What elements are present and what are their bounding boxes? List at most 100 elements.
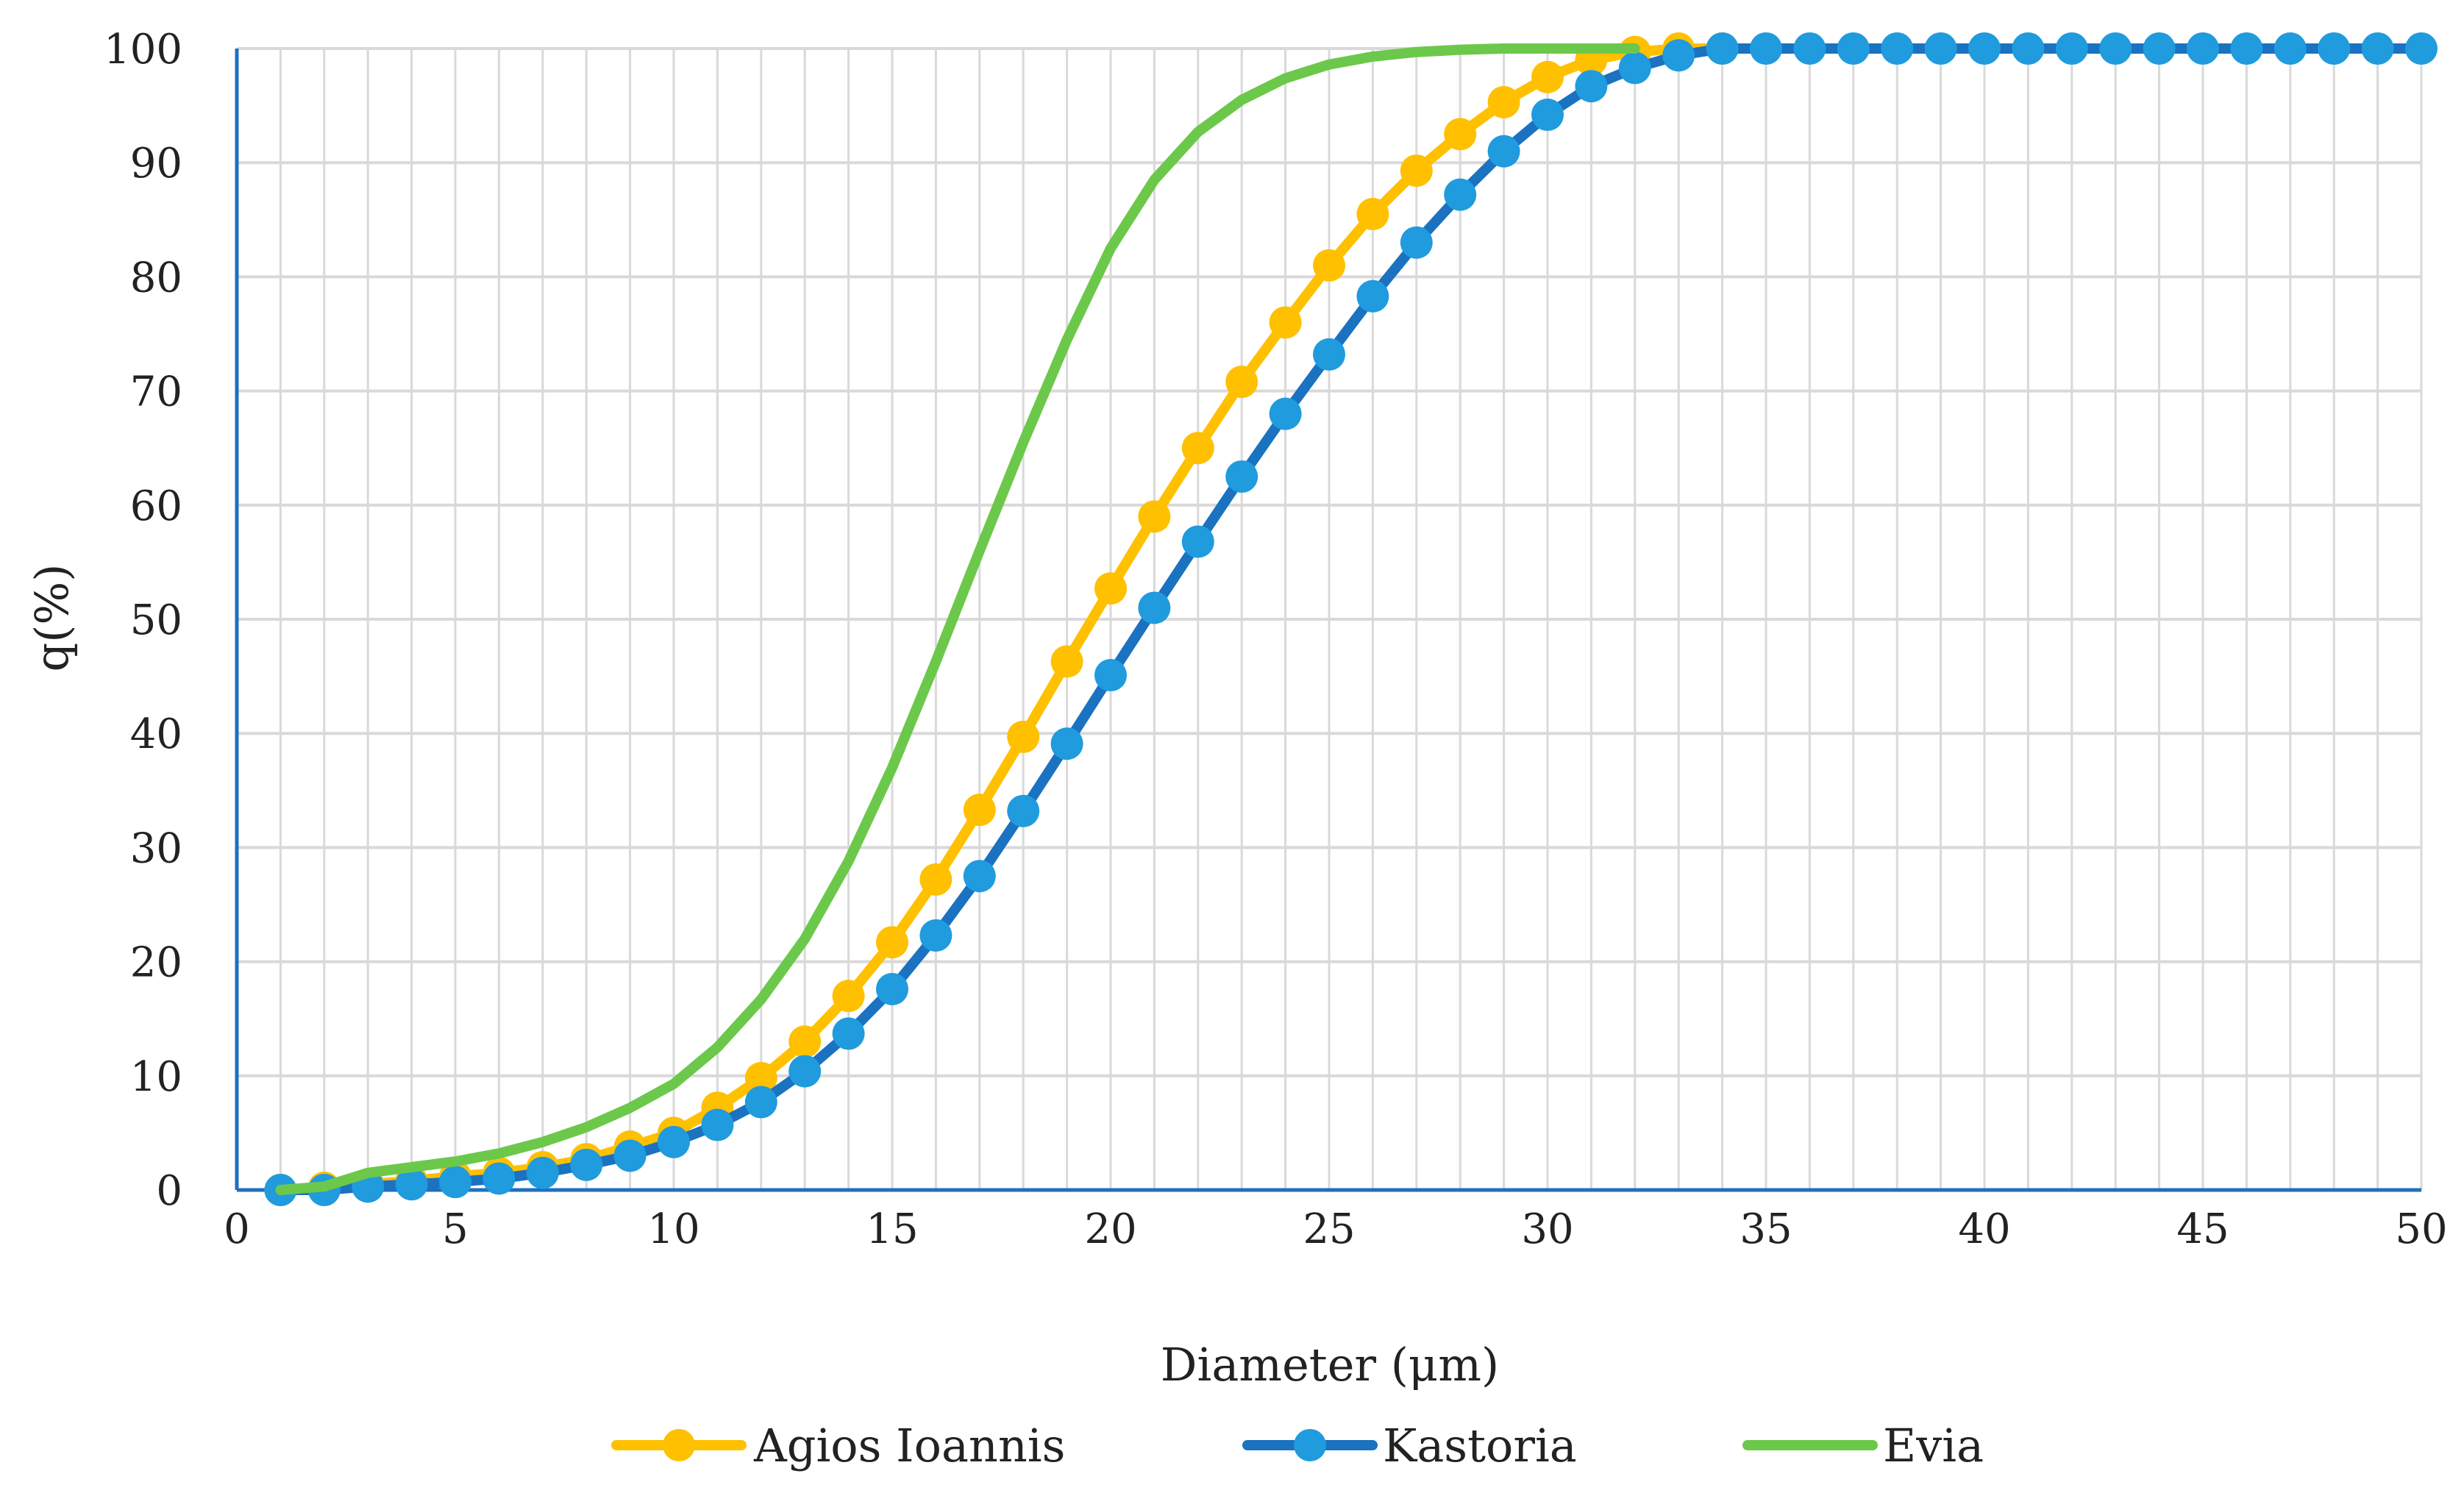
data-point-agios-ioannis: [1356, 198, 1389, 231]
data-point-kastoria: [1225, 460, 1258, 493]
legend-label: Evia: [1883, 1419, 1984, 1472]
data-point-agios-ioannis: [1138, 500, 1171, 533]
data-point-kastoria: [1444, 178, 1477, 211]
y-tick-label: 50: [130, 596, 182, 644]
x-tick-label: 40: [1958, 1205, 2010, 1253]
x-axis-title: Diameter (μm): [1161, 1338, 1499, 1392]
x-tick-label: 5: [442, 1205, 469, 1253]
x-tick-label: 50: [2395, 1205, 2447, 1253]
data-point-kastoria: [1138, 591, 1171, 624]
data-point-kastoria: [483, 1162, 516, 1195]
legend-label: Kastoria: [1383, 1419, 1577, 1472]
y-tick-label: 80: [130, 254, 182, 302]
data-point-kastoria: [1050, 727, 1083, 760]
data-point-kastoria: [1575, 70, 1608, 103]
series-line-evia: [275, 43, 1640, 1195]
data-point-kastoria: [526, 1156, 559, 1189]
data-point-kastoria: [1269, 397, 1302, 430]
legend-swatch-marker: [1294, 1429, 1326, 1461]
data-point-kastoria: [1007, 794, 1040, 827]
data-point-kastoria: [1400, 226, 1433, 259]
data-point-kastoria: [2273, 32, 2307, 65]
y-tick-label: 90: [130, 140, 182, 188]
data-point-agios-ioannis: [1444, 118, 1477, 151]
data-point-kastoria: [1662, 39, 1695, 72]
data-point-agios-ioannis: [1487, 85, 1520, 118]
data-point-kastoria: [744, 1086, 777, 1119]
y-tick-label: 100: [104, 26, 182, 74]
grid-layer: [237, 47, 2423, 1190]
x-tick-label: 45: [2176, 1205, 2229, 1253]
legend-label: Agios Ioannis: [753, 1419, 1065, 1472]
data-point-kastoria: [1881, 32, 1914, 65]
data-point-agios-ioannis: [1181, 432, 1214, 465]
data-point-agios-ioannis: [876, 926, 908, 959]
data-point-kastoria: [1618, 51, 1651, 85]
y-tick-label: 70: [130, 368, 182, 416]
data-point-kastoria: [1924, 32, 1957, 65]
data-point-kastoria: [832, 1017, 865, 1050]
data-point-kastoria: [1750, 32, 1782, 65]
data-point-kastoria: [701, 1108, 734, 1141]
x-tick-label: 25: [1303, 1205, 1355, 1253]
x-tick-label: 0: [224, 1205, 250, 1253]
data-point-kastoria: [2405, 32, 2438, 65]
series-line-agios-ioannis: [275, 43, 1728, 1195]
data-point-kastoria: [1313, 338, 1345, 371]
data-point-kastoria: [919, 919, 953, 952]
data-point-kastoria: [439, 1166, 471, 1199]
data-point-kastoria: [2055, 32, 2088, 65]
data-point-kastoria: [788, 1055, 822, 1088]
data-point-kastoria: [1356, 279, 1389, 313]
data-point-agios-ioannis: [1094, 572, 1127, 605]
y-tick-label: 40: [130, 710, 182, 758]
data-point-kastoria: [2318, 32, 2351, 65]
legend-swatch-marker: [663, 1429, 695, 1461]
data-point-kastoria: [2361, 32, 2394, 65]
data-point-kastoria: [1706, 32, 1739, 65]
data-point-agios-ioannis: [963, 794, 996, 827]
data-point-agios-ioannis: [744, 1061, 777, 1094]
data-point-kastoria: [2012, 32, 2045, 65]
y-tick-label: 60: [130, 482, 182, 530]
data-point-agios-ioannis: [788, 1025, 822, 1058]
data-point-agios-ioannis: [1050, 645, 1083, 678]
data-point-agios-ioannis: [1007, 720, 1040, 753]
data-point-agios-ioannis: [1400, 154, 1433, 188]
data-point-agios-ioannis: [1531, 60, 1564, 93]
label-layer: Diameter (μm) q(%): [25, 564, 1499, 1392]
data-point-kastoria: [1181, 525, 1214, 558]
legend-item-agios-ioannis: Agios Ioannis: [611, 1419, 1065, 1472]
legend: Agios Ioannis Kastoria Evia: [611, 1419, 1984, 1472]
series-layer: [264, 32, 2438, 1206]
data-point-kastoria: [2230, 32, 2263, 65]
data-point-agios-ioannis: [919, 863, 953, 896]
data-point-kastoria: [963, 860, 996, 893]
data-point-kastoria: [1968, 32, 2001, 65]
data-point-kastoria: [1531, 99, 1564, 132]
x-tick-label: 30: [1521, 1205, 1573, 1253]
y-tick-label: 0: [156, 1167, 182, 1215]
y-tick-label: 10: [130, 1053, 182, 1101]
data-point-kastoria: [658, 1125, 690, 1158]
data-point-kastoria: [395, 1168, 428, 1201]
x-tick-label: 35: [1740, 1205, 1792, 1253]
y-axis-title: q(%): [25, 564, 79, 672]
legend-item-evia: Evia: [1742, 1419, 1984, 1472]
data-point-kastoria: [1487, 135, 1520, 168]
data-point-agios-ioannis: [1225, 366, 1258, 399]
data-point-kastoria: [2099, 32, 2132, 65]
data-point-kastoria: [1094, 659, 1127, 692]
data-point-kastoria: [2143, 32, 2176, 65]
x-tick-label: 10: [647, 1205, 699, 1253]
data-point-kastoria: [1793, 32, 1826, 65]
data-point-kastoria: [570, 1148, 603, 1181]
legend-item-kastoria: Kastoria: [1242, 1419, 1577, 1472]
data-point-kastoria: [2187, 32, 2219, 65]
x-tick-label: 15: [866, 1205, 918, 1253]
y-tick-label: 20: [130, 939, 182, 987]
data-point-kastoria: [1837, 32, 1870, 65]
y-tick-label: 30: [130, 824, 182, 872]
